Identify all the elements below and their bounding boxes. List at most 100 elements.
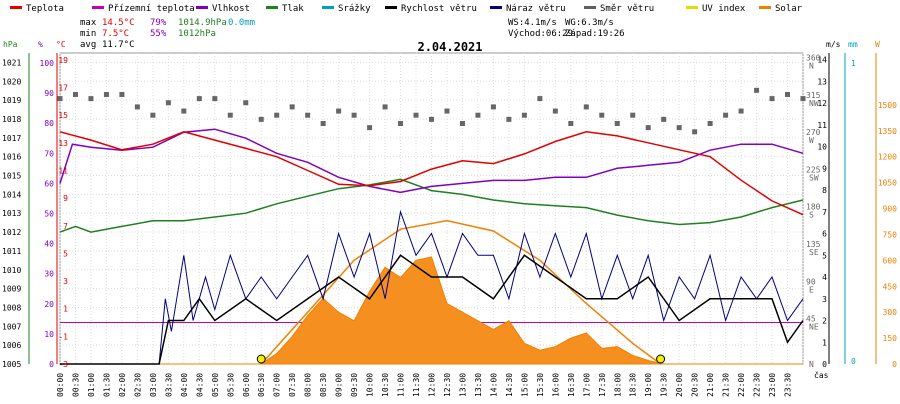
axes: hPa% °C m/s mm W1005100610071008100910101011… <box>2 40 897 397</box>
wind-dir-point-25 <box>444 108 450 114</box>
wind-tick-12: 12 <box>817 99 827 108</box>
series-wind-gust <box>60 209 804 365</box>
legend-swatch-7 <box>584 6 596 9</box>
stats-panel: max 14.5°C 79% 1014.9hPa 0.0mm min 7.5°C… <box>80 18 625 50</box>
stats-max-label: max <box>80 18 97 28</box>
dir-deg-tick-2: 135 <box>806 240 821 249</box>
wind-dir-point-21 <box>382 104 388 110</box>
rain-tick-1: 1 <box>851 59 856 68</box>
legend-label-8: UV index <box>702 4 746 14</box>
wind-tick-2: 2 <box>822 317 827 326</box>
series-solar-theoretical <box>260 219 662 365</box>
wind-tick-8: 8 <box>822 186 827 195</box>
wind-tick-11: 11 <box>817 121 827 130</box>
x-tick-35: 17:30 <box>598 373 607 397</box>
series-pressure <box>59 178 804 233</box>
x-tick-34: 17:00 <box>582 373 591 397</box>
x-tick-24: 12:00 <box>428 373 437 397</box>
x-tick-42: 21:00 <box>706 373 715 397</box>
x-tick-43: 21:30 <box>722 373 731 397</box>
hum-tick-1: 10 <box>44 330 54 339</box>
solar-tick-5: 750 <box>883 230 898 239</box>
wind-dir-point-22 <box>398 120 404 126</box>
hum-tick-9: 90 <box>44 89 54 98</box>
wind-dir-point-39 <box>661 116 667 122</box>
x-tick-41: 20:30 <box>691 373 700 397</box>
stats-max-temp: 14.5°C <box>102 18 135 28</box>
dir-tick-3: SE <box>809 248 819 257</box>
x-tick-39: 19:30 <box>660 373 669 397</box>
legend-label-3: Tlak <box>282 4 304 14</box>
legend-label-4: Srážky <box>338 4 371 14</box>
wind-dir-point-5 <box>134 104 140 110</box>
x-tick-38: 19:00 <box>644 373 653 397</box>
x-tick-8: 04:00 <box>180 373 189 397</box>
x-tick-44: 22:00 <box>737 373 746 397</box>
temp-tick-6: 9 <box>63 194 68 203</box>
x-tick-6: 03:00 <box>149 373 158 397</box>
dir-deg-tick-0: 45 <box>806 315 816 324</box>
x-tick-33: 16:30 <box>567 373 576 397</box>
dir-deg-tick-4: 225 <box>806 165 821 174</box>
x-tick-46: 23:00 <box>768 373 777 397</box>
dir-deg-tick-7: 360 <box>806 53 821 62</box>
stats-sunset: Západ:19:26 <box>565 29 625 39</box>
wind-dir-point-1 <box>72 91 78 97</box>
x-tick-26: 13:00 <box>458 373 467 397</box>
legend-label-1: Přízemní teplota <box>108 4 195 14</box>
press-tick-3: 1008 <box>2 303 21 312</box>
dir-tick-5: SW <box>809 173 819 182</box>
x-tick-12: 06:00 <box>242 373 251 397</box>
solar-tick-10: 1500 <box>878 101 897 110</box>
wind-dir-point-7 <box>165 100 171 106</box>
wind-tick-4: 4 <box>822 273 827 282</box>
hum-tick-8: 80 <box>44 119 54 128</box>
legend-swatch-8 <box>686 6 698 9</box>
wind-dir-point-29 <box>506 116 512 122</box>
axis-unit-solar: W <box>875 40 880 49</box>
wind-tick-14: 14 <box>817 56 827 65</box>
stats-avg-label: avg <box>80 40 96 50</box>
wind-dir-point-24 <box>429 116 434 122</box>
solar-tick-9: 1350 <box>878 127 897 136</box>
x-tick-4: 02:00 <box>118 373 127 397</box>
wind-tick-13: 13 <box>817 77 827 86</box>
x-tick-40: 20:00 <box>675 373 684 397</box>
wind-dir-point-16 <box>305 112 311 118</box>
solar-tick-4: 600 <box>883 256 898 265</box>
hum-tick-2: 20 <box>44 300 54 309</box>
axis-unit-temp: °C <box>56 40 66 49</box>
dir-tick-1: NE <box>809 323 819 332</box>
x-tick-47: 23:30 <box>784 373 793 397</box>
x-tick-25: 12:30 <box>443 373 452 397</box>
press-tick-14: 1019 <box>2 96 21 105</box>
stats-min-temp: 7.5°C <box>102 29 129 39</box>
wind-dir-point-20 <box>367 125 373 131</box>
solar-tick-3: 450 <box>883 282 898 291</box>
dir-deg-tick-5: 270 <box>806 128 821 137</box>
wind-dir-point-36 <box>614 120 620 126</box>
stats-min-hum: 55% <box>150 29 167 39</box>
wind-dir-point-2 <box>88 96 94 102</box>
hum-tick-7: 70 <box>44 149 54 158</box>
x-tick-11: 05:30 <box>226 373 235 397</box>
stats-sunrise: Východ:06:29 <box>508 29 573 39</box>
x-tick-10: 05:00 <box>211 373 220 397</box>
wind-dir-point-44 <box>738 108 744 114</box>
series-humidity <box>59 128 804 194</box>
press-tick-15: 1020 <box>2 77 21 86</box>
x-tick-21: 10:30 <box>381 373 390 397</box>
x-tick-5: 02:30 <box>133 373 142 397</box>
x-tick-0: 00:00 <box>56 373 65 397</box>
wind-dir-point-41 <box>692 129 698 135</box>
legend-swatch-9 <box>759 6 771 9</box>
press-tick-1: 1006 <box>2 341 21 350</box>
dir-deg-tick-1: 90 <box>806 277 816 286</box>
press-tick-16: 1021 <box>2 58 21 67</box>
wind-dir-point-45 <box>754 87 760 93</box>
press-tick-10: 1015 <box>2 172 21 181</box>
wind-dir-point-42 <box>707 120 713 126</box>
wind-tick-7: 7 <box>822 208 827 217</box>
